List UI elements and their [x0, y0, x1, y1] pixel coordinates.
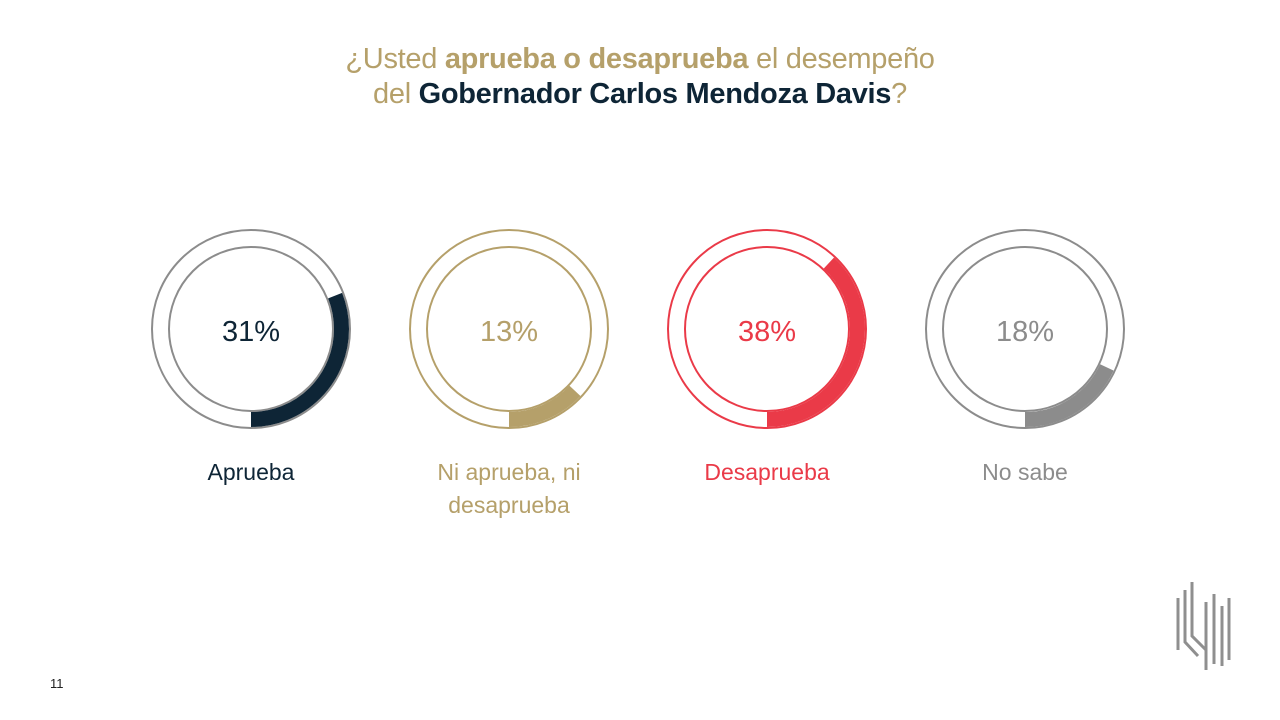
donut-arc: [927, 231, 1123, 427]
donut-ring-inner: [168, 246, 334, 412]
donut-desaprueba: 38%: [667, 229, 867, 429]
brand-logo: [1176, 582, 1231, 670]
donut-ring-outer: [925, 229, 1125, 429]
donut-ring-outer: [667, 229, 867, 429]
donut-arc: [669, 231, 865, 427]
page-number: 11: [50, 676, 64, 691]
title-text: del: [373, 78, 419, 110]
category-label-line: Ni aprueba, ni: [437, 459, 581, 485]
donut-ring-inner: [426, 246, 592, 412]
category-label-no-sabe: No sabe: [915, 456, 1135, 489]
title-line-2: del Gobernador Carlos Mendoza Davis?: [0, 77, 1280, 112]
title-line-1: ¿Usted aprueba o desaprueba el desempeño: [0, 42, 1280, 77]
donut-value-label: 31%: [222, 316, 280, 348]
category-label-line: Desaprueba: [704, 459, 830, 485]
donut-ring-outer: [151, 229, 351, 429]
donut-no-sabe: 18%: [925, 229, 1125, 429]
donut-arc: [411, 231, 607, 427]
donut-ni-aprueba-ni-desaprueba: 13%: [409, 229, 609, 429]
title-emphasis: aprueba o desaprueba: [444, 43, 749, 75]
title-text: ?: [891, 78, 907, 110]
donut-value-label: 13%: [480, 316, 538, 348]
category-label-line: desaprueba: [448, 492, 570, 518]
donut-ring-inner: [942, 246, 1108, 412]
category-label-line: No sabe: [982, 459, 1068, 485]
title-text: el desempeño: [748, 43, 935, 75]
category-label-desaprueba: Desaprueba: [657, 456, 877, 489]
donut-ring-inner: [684, 246, 850, 412]
donut-arc: [153, 231, 349, 427]
chart-title: ¿Usted aprueba o desaprueba el desempeño…: [0, 42, 1280, 112]
category-label-aprueba: Aprueba: [141, 456, 361, 489]
donut-value-label: 18%: [996, 316, 1054, 348]
donut-value-label: 38%: [738, 316, 796, 348]
title-subject: Gobernador Carlos Mendoza Davis: [418, 78, 892, 110]
title-text: ¿Usted: [345, 43, 445, 75]
donut-ring-outer: [409, 229, 609, 429]
category-label-line: Aprueba: [207, 459, 295, 485]
category-label-ni-aprueba-ni-desaprueba: Ni aprueba, ni desaprueba: [399, 456, 619, 522]
donut-aprueba: 31%: [151, 229, 351, 429]
